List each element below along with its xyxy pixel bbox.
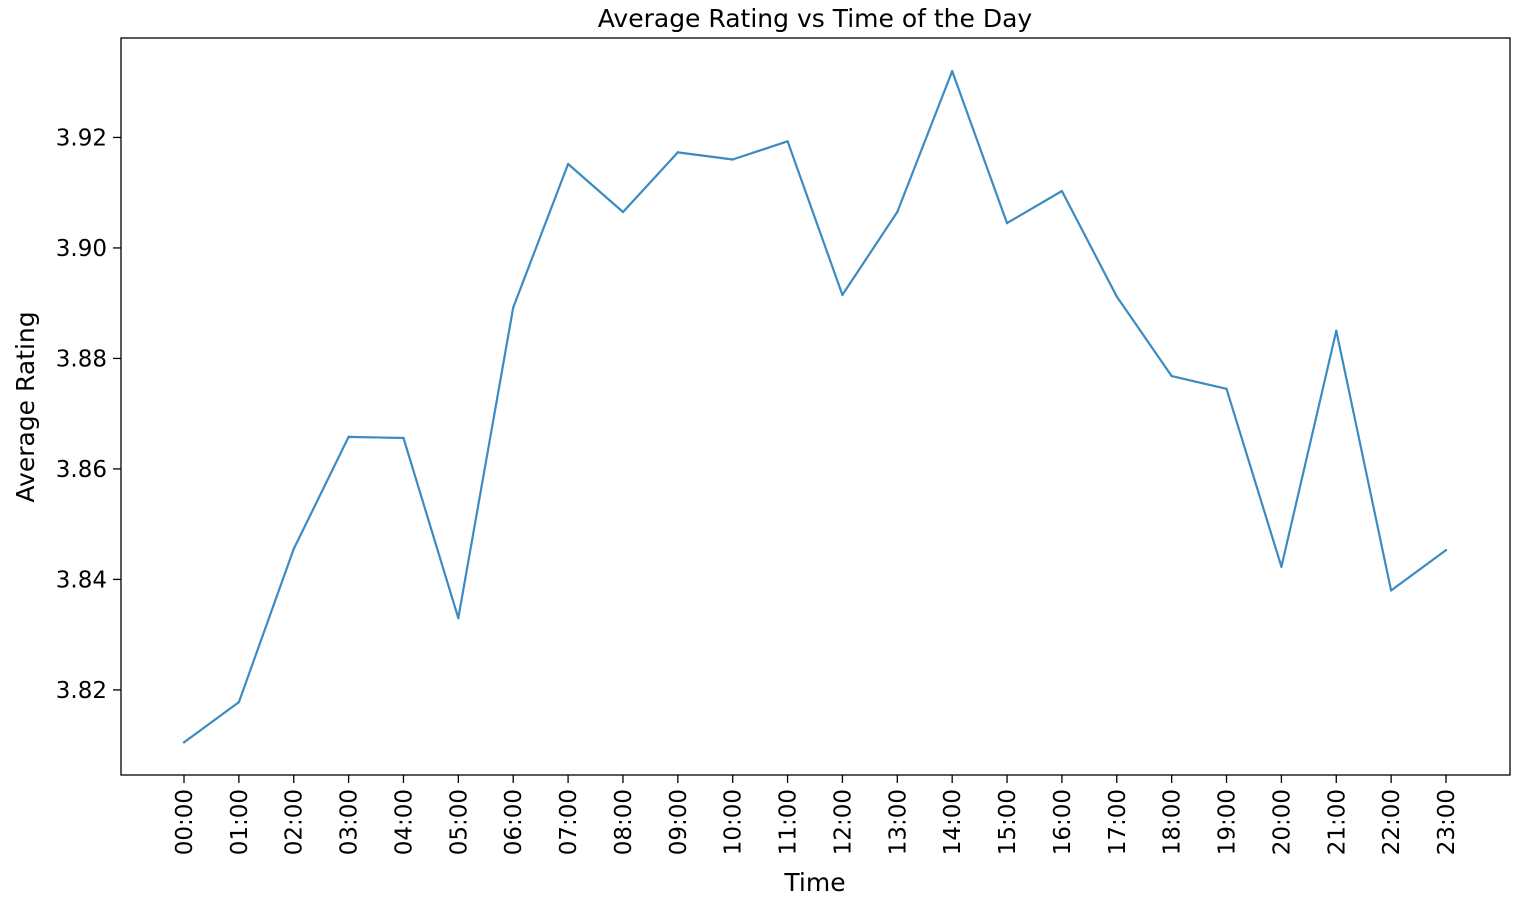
data-point [841, 293, 844, 297]
data-point [1444, 548, 1448, 552]
x-tick-label: 05:00 [446, 789, 472, 855]
data-point [512, 306, 515, 309]
x-tick-label: 10:00 [721, 789, 747, 855]
data-point [182, 741, 186, 744]
data-point [1389, 589, 1393, 592]
x-tick-label: 21:00 [1324, 789, 1350, 855]
x-tick-label: 16:00 [1050, 789, 1076, 855]
y-tick-label: 3.86 [56, 457, 107, 483]
series-line [183, 70, 1447, 744]
data-point [237, 700, 241, 704]
y-tick-label: 3.88 [56, 346, 107, 372]
data-point [1280, 565, 1283, 568]
data-point [896, 210, 899, 214]
data-point [1005, 221, 1009, 225]
data-point [1115, 295, 1118, 298]
x-tick-label: 23:00 [1434, 789, 1460, 855]
x-tick-label: 15:00 [995, 789, 1021, 855]
data-point [292, 547, 295, 551]
x-tick-label: 08:00 [611, 789, 637, 855]
x-tick-label: 19:00 [1215, 789, 1241, 855]
data-points [182, 69, 1448, 744]
data-point [1335, 329, 1338, 333]
data-point [786, 140, 789, 143]
y-tick-label: 3.92 [56, 125, 107, 151]
plot-area [120, 37, 1511, 776]
x-tick-label: 14:00 [940, 789, 966, 855]
y-axis-label: Average Rating [11, 311, 40, 502]
x-tick-label: 11:00 [776, 789, 802, 855]
y-tick-label: 3.90 [56, 236, 107, 262]
data-point [402, 436, 405, 440]
x-tick-label: 09:00 [666, 789, 692, 855]
x-tick-label: 12:00 [830, 789, 856, 855]
x-tick-label: 13:00 [885, 789, 911, 855]
x-tick-label: 02:00 [282, 789, 308, 855]
data-point [1060, 189, 1064, 193]
data-point [457, 616, 460, 620]
data-point [1225, 387, 1228, 391]
x-tick-label: 07:00 [556, 789, 582, 855]
x-tick-label: 03:00 [337, 789, 363, 855]
x-tick-label: 18:00 [1160, 789, 1186, 855]
x-tick-label: 01:00 [227, 789, 253, 855]
data-point [621, 210, 625, 214]
y-axis: 3.82 3.84 3.86 3.88 3.90 3.92 [56, 125, 121, 704]
x-tick-label: 17:00 [1105, 789, 1131, 855]
x-tick-label: 06:00 [501, 789, 527, 855]
data-point [1170, 374, 1173, 378]
x-axis-label: Time [783, 868, 845, 897]
x-tick-label: 20:00 [1269, 789, 1295, 855]
data-point [676, 151, 680, 154]
x-axis: 00:00 01:00 02:00 03:00 04:00 05:00 06:00 07:00… [172, 775, 1460, 855]
x-tick-label: 22:00 [1379, 789, 1405, 855]
x-tick-label: 00:00 [172, 789, 198, 855]
y-tick-label: 3.82 [56, 678, 107, 704]
y-tick-label: 3.84 [56, 567, 107, 593]
chart-title: Average Rating vs Time of the Day [598, 4, 1033, 33]
x-tick-label: 04:00 [391, 789, 417, 855]
data-point [950, 69, 954, 73]
data-point [731, 158, 734, 161]
data-point [566, 162, 570, 166]
data-point [347, 435, 350, 439]
